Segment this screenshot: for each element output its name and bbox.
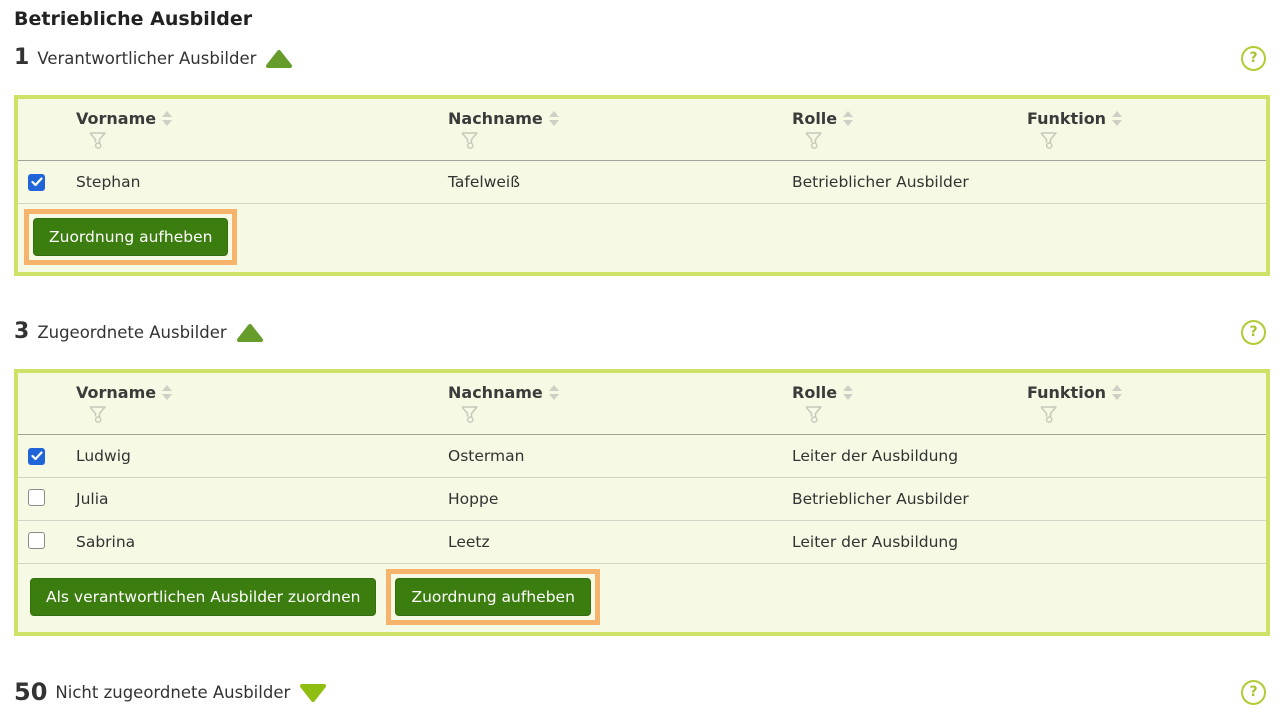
section-header: 3 Zugeordnete Ausbilder?	[14, 318, 1270, 346]
filter-funnel-icon[interactable]	[88, 405, 448, 428]
section-title: Nicht zugeordnete Ausbilder	[55, 682, 291, 702]
column-title-label: Rolle	[792, 109, 838, 128]
table-header-row: Vorname Nachname Rolle Funktion	[18, 373, 1266, 435]
help-icon[interactable]: ?	[1241, 319, 1266, 345]
checkbox-cell	[18, 173, 76, 191]
cell-rolle: Betrieblicher Ausbilder	[792, 490, 969, 508]
column-header-funktion: Funktion	[1027, 383, 1266, 434]
column-header-vorname: Vorname	[76, 109, 448, 160]
table-row: Ludwig Osterman Leiter der Ausbildung	[18, 435, 1266, 477]
cell-rolle: Leiter der Ausbildung	[792, 447, 959, 465]
cell-vorname: Sabrina	[76, 533, 136, 551]
sort-arrows-icon[interactable]	[548, 385, 559, 400]
triangle-up-icon[interactable]	[266, 49, 293, 68]
column-header-nachname: Nachname	[448, 109, 792, 160]
column-title-label: Funktion	[1027, 383, 1107, 402]
sort-arrows-icon[interactable]	[548, 111, 559, 126]
cell-nachname: Tafelweiß	[448, 173, 520, 191]
column-title-label: Vorname	[76, 383, 157, 402]
column-title[interactable]: Nachname	[448, 383, 792, 402]
column-title[interactable]: Vorname	[76, 383, 448, 402]
triangle-down-icon[interactable]	[300, 683, 327, 702]
help-icon[interactable]: ?	[1241, 45, 1266, 71]
filter-funnel-icon[interactable]	[804, 131, 1027, 154]
trainer-table-panel: Vorname Nachname Rolle Funktion Ludwig Osterm…	[14, 369, 1270, 636]
filter-funnel-icon[interactable]	[1039, 131, 1266, 154]
filter-funnel-icon[interactable]	[460, 405, 792, 428]
filter-funnel-icon[interactable]	[804, 405, 1027, 428]
section-header: 50 Nicht zugeordnete Ausbilder?	[14, 678, 1270, 706]
header-cell-checkbox	[18, 109, 76, 113]
column-title[interactable]: Rolle	[792, 109, 1027, 128]
remove-assignment-button[interactable]: Zuordnung aufheben	[395, 578, 591, 616]
sort-arrows-icon[interactable]	[843, 111, 854, 126]
trainer-table-panel: Vorname Nachname Rolle Funktion Stephan Tafel…	[14, 95, 1270, 276]
cell-nachname: Leetz	[448, 533, 490, 551]
column-title[interactable]: Funktion	[1027, 109, 1266, 128]
section-title: Zugeordnete Ausbilder	[37, 322, 227, 342]
section-count: 50	[14, 678, 48, 706]
table-header-row: Vorname Nachname Rolle Funktion	[18, 99, 1266, 161]
column-title[interactable]: Vorname	[76, 109, 448, 128]
table-actions-row: Zuordnung aufheben	[18, 203, 1266, 272]
sort-arrows-icon[interactable]	[843, 385, 854, 400]
column-title[interactable]: Nachname	[448, 109, 792, 128]
cell-rolle: Leiter der Ausbildung	[792, 533, 959, 551]
cell-vorname: Ludwig	[76, 447, 131, 465]
column-header-rolle: Rolle	[792, 383, 1027, 434]
sort-arrows-icon[interactable]	[162, 385, 173, 400]
table-row: Julia Hoppe Betrieblicher Ausbilder	[18, 477, 1266, 520]
checkbox-cell	[18, 447, 76, 465]
cell-rolle: Betrieblicher Ausbilder	[792, 173, 969, 191]
cell-vorname: Stephan	[76, 173, 141, 191]
row-checkbox[interactable]	[28, 173, 45, 191]
column-title-label: Funktion	[1027, 109, 1107, 128]
column-header-nachname: Nachname	[448, 383, 792, 434]
column-header-funktion: Funktion	[1027, 109, 1266, 160]
table-row: Stephan Tafelweiß Betrieblicher Ausbilder	[18, 161, 1266, 203]
page-title: Betriebliche Ausbilder	[14, 8, 253, 30]
sections-container: 1 Verantwortlicher Ausbilder? Vorname Nachn…	[14, 44, 1270, 706]
triangle-up-icon[interactable]	[236, 323, 263, 342]
column-title[interactable]: Funktion	[1027, 383, 1266, 402]
cell-vorname: Julia	[76, 490, 109, 508]
row-checkbox[interactable]	[28, 488, 45, 506]
column-title[interactable]: Rolle	[792, 383, 1027, 402]
column-header-vorname: Vorname	[76, 383, 448, 434]
checkbox-cell	[18, 531, 76, 553]
highlight-annotation-box: Zuordnung aufheben	[386, 569, 600, 625]
checkbox-cell	[18, 488, 76, 510]
remove-assignment-button[interactable]: Zuordnung aufheben	[33, 218, 229, 256]
section-header: 1 Verantwortlicher Ausbilder?	[14, 44, 1270, 72]
table-row: Sabrina Leetz Leiter der Ausbildung	[18, 520, 1266, 563]
cell-nachname: Osterman	[448, 447, 525, 465]
filter-funnel-icon[interactable]	[88, 131, 448, 154]
section-count: 1	[14, 45, 30, 70]
row-checkbox[interactable]	[28, 447, 45, 465]
filter-funnel-icon[interactable]	[1039, 405, 1266, 428]
column-title-label: Vorname	[76, 109, 157, 128]
column-title-label: Rolle	[792, 383, 838, 402]
sort-arrows-icon[interactable]	[1112, 385, 1123, 400]
section-count: 3	[14, 319, 30, 344]
sort-arrows-icon[interactable]	[162, 111, 173, 126]
assign-responsible-button[interactable]: Als verantwortlichen Ausbilder zuordnen	[30, 578, 377, 616]
filter-funnel-icon[interactable]	[460, 131, 792, 154]
column-title-label: Nachname	[448, 109, 543, 128]
header-cell-checkbox	[18, 383, 76, 387]
highlight-annotation-box: Zuordnung aufheben	[24, 209, 238, 265]
cell-nachname: Hoppe	[448, 490, 499, 508]
row-checkbox[interactable]	[28, 531, 45, 549]
column-header-rolle: Rolle	[792, 109, 1027, 160]
sort-arrows-icon[interactable]	[1112, 111, 1123, 126]
column-title-label: Nachname	[448, 383, 543, 402]
section-title: Verantwortlicher Ausbilder	[37, 48, 257, 68]
help-icon[interactable]: ?	[1241, 679, 1266, 705]
table-actions-row: Als verantwortlichen Ausbilder zuordnen Z…	[18, 563, 1266, 632]
